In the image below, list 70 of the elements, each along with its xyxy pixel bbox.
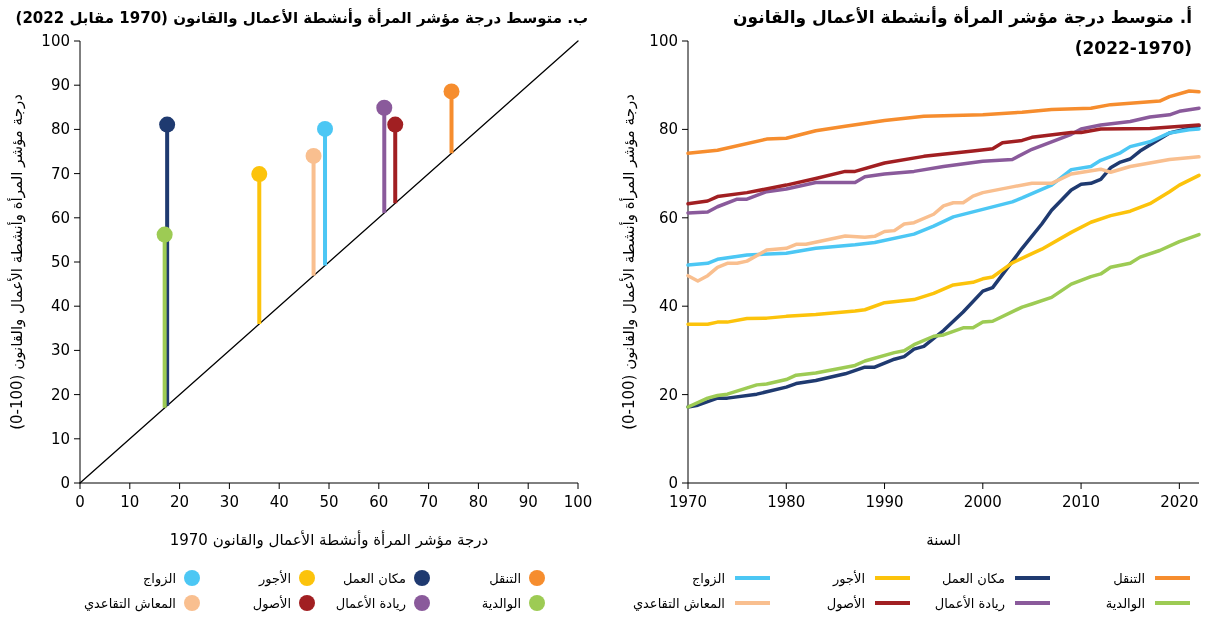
point xyxy=(251,166,268,183)
x-tick-label: 2010 xyxy=(1061,493,1101,511)
y-tick-label: 80 xyxy=(658,120,678,139)
y-tick-label: 20 xyxy=(658,385,678,404)
point xyxy=(387,116,404,133)
y-tick-label: 100 xyxy=(649,32,678,50)
y-tick-label: 0 xyxy=(60,474,70,492)
chart-title: ب. متوسط درجة مؤشر المرأة وأنشطة الأعمال والقانون (1970 مقابل 2022) xyxy=(15,8,588,27)
x-axis-title: السنة xyxy=(926,531,961,549)
y-tick-label: 40 xyxy=(658,297,678,316)
y-tick-label: 20 xyxy=(50,385,70,404)
y-tick-label: 40 xyxy=(50,297,70,316)
y-tick-label: 60 xyxy=(658,208,678,227)
y-tick-label: 70 xyxy=(50,164,70,183)
y-tick-label: 10 xyxy=(50,429,70,448)
x-tick-label: 50 xyxy=(319,493,339,511)
legend-label: الوالدية xyxy=(481,596,521,612)
line-series xyxy=(686,89,1201,156)
x-tick-label: 1990 xyxy=(865,493,904,511)
line-series xyxy=(686,173,1201,327)
line-series xyxy=(686,127,1201,267)
x-tick-label: 70 xyxy=(419,493,439,511)
x-tick-label: 1980 xyxy=(767,493,806,511)
x-tick-label: 2020 xyxy=(1160,493,1199,511)
point xyxy=(376,99,393,116)
point xyxy=(305,147,322,164)
x-axis-title: درجة مؤشر المرأة وأنشطة الأعمال والقانون 1970 xyxy=(169,530,489,549)
y-tick-label: 100 xyxy=(41,32,70,50)
y-axis-title: درجة مؤشر المرأة وأنشطة الأعمال والقانون (100-0) xyxy=(619,94,638,430)
point xyxy=(443,83,460,100)
y-tick-label: 60 xyxy=(50,208,70,227)
point xyxy=(156,226,173,243)
x-tick-label: 30 xyxy=(219,493,239,511)
legend-label: مكان العمل xyxy=(942,571,1005,586)
x-tick-label: 60 xyxy=(369,493,389,511)
legend-label: الزواج xyxy=(142,571,176,587)
x-tick-label: 40 xyxy=(269,493,289,511)
legend-label: المعاش التقاعدي xyxy=(632,596,725,612)
legend-label: الأصول xyxy=(252,595,291,612)
legend-label: الأجور xyxy=(257,570,291,587)
y-tick-label: 30 xyxy=(50,341,70,360)
x-tick-label: 90 xyxy=(518,493,538,511)
x-tick-label: 10 xyxy=(120,493,140,511)
y-tick-label: 90 xyxy=(50,76,70,95)
x-tick-label: 20 xyxy=(170,493,190,511)
legend-label: مكان العمل xyxy=(343,571,406,586)
legend-label: الأجور xyxy=(831,570,865,587)
legend-label: الوالدية xyxy=(1105,596,1145,612)
legend-label: المعاش التقاعدي xyxy=(83,596,176,612)
x-tick-label: 0 xyxy=(75,493,85,511)
y-tick-label: 0 xyxy=(668,474,678,492)
legend-label: الزواج xyxy=(691,571,725,587)
line-series xyxy=(686,123,1201,206)
y-tick-label: 80 xyxy=(50,120,70,139)
line-series xyxy=(686,155,1201,283)
legend-label: التنقل xyxy=(489,571,521,586)
y-axis-title: درجة مؤشر المرأة وأنشطة الأعمال والقانون (100-0) xyxy=(7,94,26,430)
x-tick-label: 1970 xyxy=(668,493,708,511)
point xyxy=(317,120,334,137)
y-tick-label: 50 xyxy=(50,253,70,271)
legend-label: التنقل xyxy=(1113,571,1145,586)
point xyxy=(159,116,176,133)
x-tick-label: 100 xyxy=(563,493,593,511)
x-tick-label: 80 xyxy=(468,493,488,511)
x-tick-label: 2000 xyxy=(963,493,1002,511)
legend-label: الأصول xyxy=(826,595,865,612)
line-series xyxy=(686,106,1201,215)
legend-label: ريادة الأعمال xyxy=(335,595,406,612)
line-series xyxy=(686,232,1201,409)
legend-label: ريادة الأعمال xyxy=(934,595,1005,612)
